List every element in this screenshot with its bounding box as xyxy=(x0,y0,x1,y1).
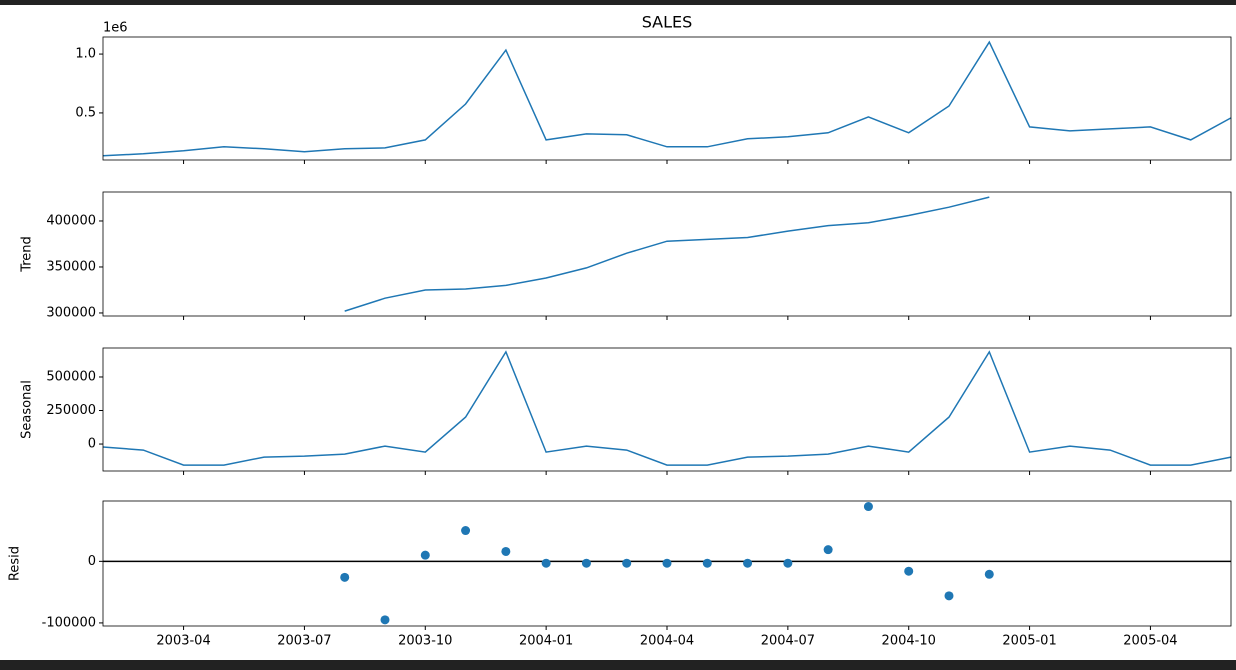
resid-point xyxy=(984,569,994,579)
axes-frame xyxy=(102,500,1232,627)
resid-point xyxy=(823,545,833,555)
series-line xyxy=(344,196,990,312)
top-bar xyxy=(0,0,1236,5)
y-axis-label: Trend xyxy=(20,236,35,273)
y-tick-label: 1.0 xyxy=(75,47,96,62)
y-tick-label: 350000 xyxy=(46,259,96,274)
x-tick-label: 2003-10 xyxy=(398,634,452,649)
x-tick-label: 2003-07 xyxy=(277,634,331,649)
resid-point xyxy=(461,526,471,536)
y-tick-label: -100000 xyxy=(42,615,96,630)
x-tick-label: 2004-10 xyxy=(882,634,936,649)
resid-point xyxy=(904,566,914,576)
x-tick-label: 2005-04 xyxy=(1123,634,1177,649)
resid-point xyxy=(783,558,793,568)
resid-point xyxy=(380,615,390,625)
y-axis-label: Seasonal xyxy=(20,380,35,439)
x-tick-label: 2004-01 xyxy=(519,634,573,649)
x-tick-label: 2004-04 xyxy=(640,634,694,649)
resid-point xyxy=(662,558,672,568)
resid-point xyxy=(501,546,511,556)
y-tick-label: 400000 xyxy=(46,213,96,228)
axes-frame xyxy=(102,36,1232,161)
series-line xyxy=(102,40,1232,157)
axes-frame xyxy=(102,191,1232,317)
y-tick-label: 0 xyxy=(88,437,96,452)
resid-point xyxy=(340,572,350,582)
chart-title: SALES xyxy=(642,13,693,32)
y-tick-label: 0 xyxy=(88,554,96,569)
y-tick-label: 300000 xyxy=(46,305,96,320)
y-tick-label: 250000 xyxy=(46,403,96,418)
bottom-bar xyxy=(0,660,1236,670)
resid-point xyxy=(743,558,753,568)
resid-point xyxy=(622,558,632,568)
x-tick-label: 2005-01 xyxy=(1002,634,1056,649)
y-tick-label: 0.5 xyxy=(75,105,96,120)
y-tick-label: 500000 xyxy=(46,369,96,384)
y-axis-label: Resid xyxy=(8,546,23,581)
axes-frame xyxy=(102,347,1232,472)
resid-point xyxy=(702,558,712,568)
x-tick-label: 2004-07 xyxy=(761,634,815,649)
resid-point xyxy=(541,558,551,568)
resid-point xyxy=(581,558,591,568)
x-tick-label: 2003-04 xyxy=(156,634,210,649)
offset-label: 1e6 xyxy=(103,21,128,36)
series-line xyxy=(102,350,1232,466)
resid-point xyxy=(863,502,873,512)
resid-point xyxy=(944,591,954,601)
resid-point xyxy=(420,550,430,560)
